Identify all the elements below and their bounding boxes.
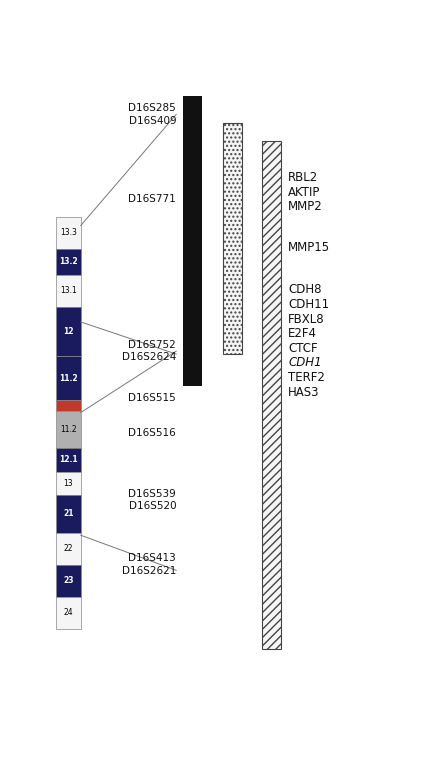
Text: E2F4: E2F4 <box>289 327 318 340</box>
Text: D16S285
D16S409: D16S285 D16S409 <box>128 103 176 126</box>
Bar <box>56 597 81 628</box>
Text: D16S515: D16S515 <box>128 393 176 403</box>
Bar <box>56 471 81 495</box>
Text: D16S413
D16S2621: D16S413 D16S2621 <box>122 553 176 575</box>
Text: 21: 21 <box>63 509 73 518</box>
Text: D16S771: D16S771 <box>128 194 176 204</box>
Bar <box>56 357 81 400</box>
Bar <box>223 123 242 354</box>
Text: RBL2: RBL2 <box>289 171 319 184</box>
Text: 24: 24 <box>64 608 73 617</box>
Text: 13.2: 13.2 <box>59 257 77 266</box>
Text: 22: 22 <box>64 544 73 553</box>
Bar <box>56 449 81 471</box>
Text: D16S752
D16S2624: D16S752 D16S2624 <box>122 340 176 362</box>
Bar <box>56 307 81 357</box>
Text: 13: 13 <box>64 479 73 488</box>
Text: 13.1: 13.1 <box>60 286 76 295</box>
Bar <box>262 140 281 649</box>
Text: 11.2: 11.2 <box>60 425 76 434</box>
Text: 12.1: 12.1 <box>59 455 77 465</box>
Bar <box>56 495 81 533</box>
Text: MMP2: MMP2 <box>289 200 323 213</box>
Bar <box>56 533 81 565</box>
Bar <box>56 217 81 249</box>
Text: 12: 12 <box>63 327 73 336</box>
Text: CDH11: CDH11 <box>289 298 330 311</box>
Bar <box>56 249 81 275</box>
Text: HAS3: HAS3 <box>289 386 320 398</box>
Text: CDH8: CDH8 <box>289 283 322 296</box>
Text: AKTIP: AKTIP <box>289 186 321 199</box>
Text: FBXL8: FBXL8 <box>289 313 325 326</box>
Bar <box>56 275 81 307</box>
Text: 13.3: 13.3 <box>60 228 76 238</box>
Text: CTCF: CTCF <box>289 342 318 354</box>
Text: CDH1: CDH1 <box>289 356 322 370</box>
Text: D16S539
D16S520: D16S539 D16S520 <box>128 489 176 512</box>
Bar <box>56 411 81 449</box>
Text: TERF2: TERF2 <box>289 371 325 384</box>
Text: 23: 23 <box>63 576 73 585</box>
Bar <box>56 400 81 411</box>
Bar <box>56 565 81 597</box>
Bar <box>183 96 202 386</box>
Text: 11.2: 11.2 <box>59 373 77 383</box>
Text: D16S516: D16S516 <box>128 428 176 438</box>
Text: MMP15: MMP15 <box>289 241 330 254</box>
